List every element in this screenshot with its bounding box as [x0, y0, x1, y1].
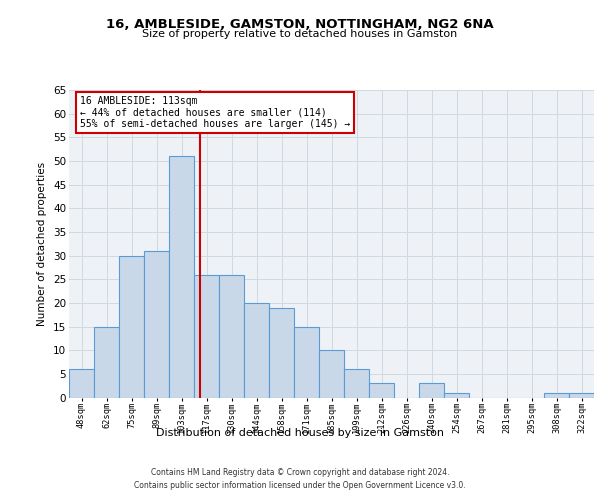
- Bar: [144, 251, 169, 398]
- Bar: [219, 274, 244, 398]
- Bar: [169, 156, 194, 398]
- Bar: [194, 274, 219, 398]
- Text: Contains HM Land Registry data © Crown copyright and database right 2024.: Contains HM Land Registry data © Crown c…: [151, 468, 449, 477]
- Bar: [544, 393, 569, 398]
- Text: Contains public sector information licensed under the Open Government Licence v3: Contains public sector information licen…: [134, 480, 466, 490]
- Y-axis label: Number of detached properties: Number of detached properties: [37, 162, 47, 326]
- Bar: [69, 369, 94, 398]
- Text: Distribution of detached houses by size in Gamston: Distribution of detached houses by size …: [156, 428, 444, 438]
- Bar: [319, 350, 344, 398]
- Bar: [119, 256, 144, 398]
- Text: Size of property relative to detached houses in Gamston: Size of property relative to detached ho…: [142, 29, 458, 39]
- Bar: [294, 326, 319, 398]
- Bar: [444, 393, 469, 398]
- Bar: [369, 384, 394, 398]
- Bar: [419, 384, 444, 398]
- Text: 16, AMBLESIDE, GAMSTON, NOTTINGHAM, NG2 6NA: 16, AMBLESIDE, GAMSTON, NOTTINGHAM, NG2 …: [106, 18, 494, 30]
- Bar: [94, 326, 119, 398]
- Bar: [569, 393, 594, 398]
- Bar: [269, 308, 294, 398]
- Text: 16 AMBLESIDE: 113sqm
← 44% of detached houses are smaller (114)
55% of semi-deta: 16 AMBLESIDE: 113sqm ← 44% of detached h…: [79, 96, 350, 130]
- Bar: [244, 303, 269, 398]
- Bar: [344, 369, 369, 398]
